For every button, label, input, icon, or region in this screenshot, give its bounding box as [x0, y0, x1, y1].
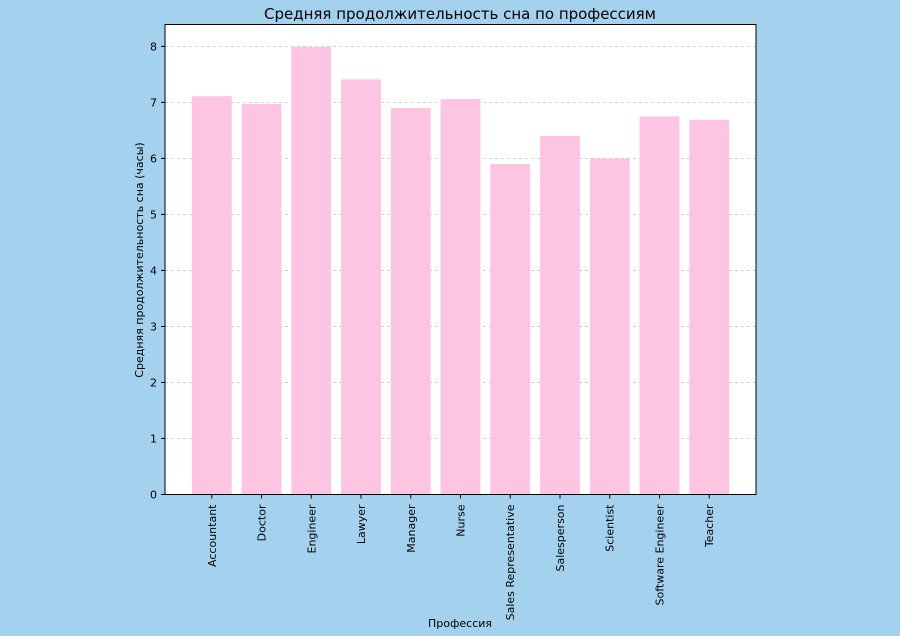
- x-ticks: Accountant Doctor Engineer Lawyer Manager Nur…: [206, 494, 716, 620]
- bar-doctor: [241, 104, 282, 495]
- x-tick-label: Sales Representative: [504, 504, 517, 620]
- bar-accountant: [191, 96, 232, 495]
- bar-lawyer: [341, 79, 381, 495]
- bar-software-engineer: [639, 116, 680, 495]
- x-tick-label: Nurse: [455, 504, 468, 536]
- x-tick-label: Software Engineer: [653, 504, 666, 605]
- y-tick-label: 6: [150, 152, 157, 165]
- x-tick-label: Engineer: [305, 504, 318, 553]
- bar-engineer: [291, 46, 332, 495]
- x-tick-label: Accountant: [206, 504, 219, 567]
- bar-teacher: [689, 119, 730, 495]
- y-tick-label: 1: [150, 432, 157, 445]
- bar-sales-representative: [490, 163, 531, 495]
- y-tick-label: 7: [150, 96, 157, 109]
- x-tick-label: Teacher: [703, 504, 716, 548]
- chart-title: Средняя продолжительность сна по професс…: [264, 5, 656, 23]
- y-tick-label: 4: [150, 264, 157, 277]
- y-tick-label: 2: [150, 376, 157, 389]
- y-tick-label: 5: [150, 208, 157, 221]
- bar-scientist: [589, 158, 630, 495]
- x-axis-label: Профессия: [428, 617, 492, 630]
- y-ticks: 0 1 2 3 4 5 6 7 8: [150, 40, 165, 502]
- x-tick-label: Manager: [405, 504, 418, 553]
- y-tick-label: 8: [150, 40, 157, 53]
- y-axis-label: Средняя продолжительность сна (часы): [133, 142, 146, 377]
- x-tick-label: Lawyer: [355, 504, 368, 544]
- x-tick-label: Salesperson: [554, 504, 567, 571]
- y-tick-label: 0: [150, 489, 157, 502]
- bars: [191, 46, 730, 495]
- bar-salesperson: [540, 135, 580, 495]
- y-tick-label: 3: [150, 320, 157, 333]
- x-tick-label: Doctor: [256, 504, 269, 541]
- x-tick-label: Scientist: [604, 504, 617, 552]
- bar-manager: [390, 107, 431, 495]
- bar-nurse: [440, 99, 481, 495]
